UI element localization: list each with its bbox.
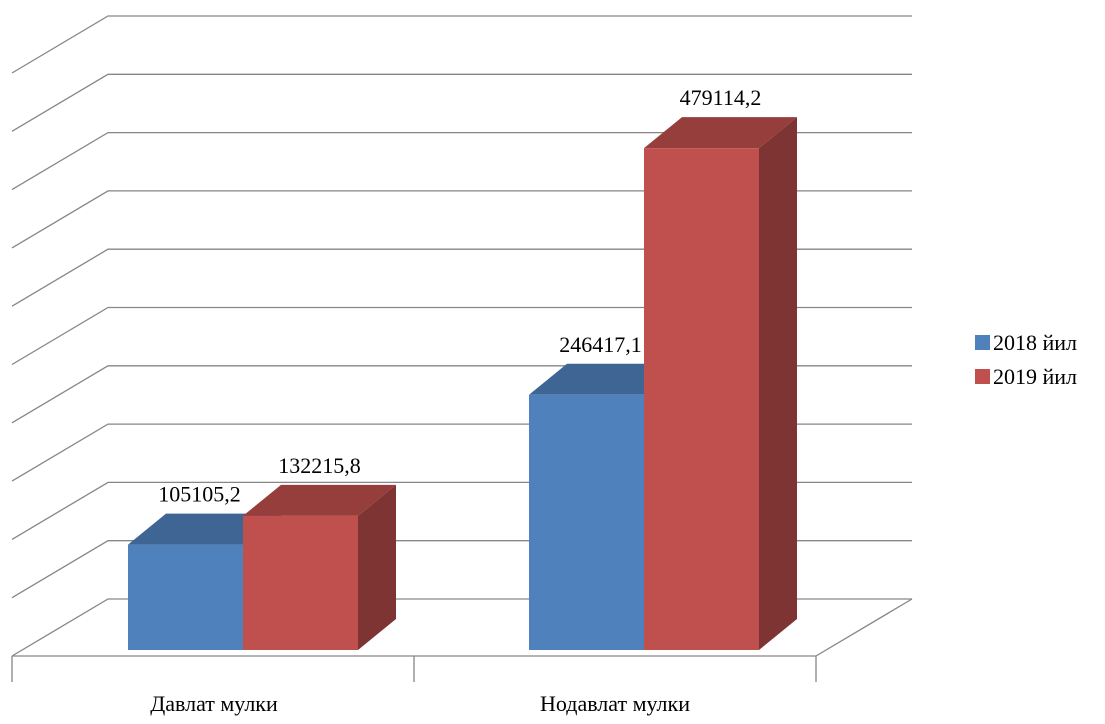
- category-axis: [11, 598, 913, 682]
- data-label: 479114,2: [680, 85, 762, 110]
- legend-label: 2018 йил: [993, 330, 1077, 355]
- bar-side-face: [759, 117, 797, 651]
- legend-label: 2019 йил: [993, 364, 1077, 389]
- legend: 2018 йил 2019 йил: [975, 330, 1077, 389]
- floor-right-edge: [815, 598, 913, 657]
- data-label: 105105,2: [158, 482, 241, 507]
- data-label: 132215,8: [278, 453, 361, 478]
- bar-front-face: [529, 394, 644, 650]
- bar-top-face: [529, 363, 682, 395]
- legend-swatch: [975, 369, 990, 384]
- data-label: 246417,1: [559, 332, 642, 357]
- category-label: Нодавлат мулки: [540, 691, 690, 716]
- bar-top-face: [644, 117, 797, 149]
- legend-item: 2019 йил: [975, 364, 1077, 389]
- bar-front-face: [644, 148, 759, 650]
- data-labels: 105105,2 132215,8 246417,1 479114,2: [158, 85, 761, 506]
- bars: [128, 117, 797, 651]
- legend-swatch: [975, 335, 990, 350]
- bar: [243, 484, 396, 650]
- category-labels: Давлат мулки Нодавлат мулки: [150, 691, 690, 716]
- bar-front-face: [243, 515, 358, 650]
- bar-top-face: [128, 513, 281, 545]
- gridlines: [11, 15, 912, 657]
- gridline: [11, 73, 912, 132]
- gridline: [11, 15, 912, 74]
- bar-side-face: [358, 484, 396, 650]
- bar-front-face: [128, 544, 243, 650]
- legend-item: 2018 йил: [975, 330, 1077, 355]
- category-label: Давлат мулки: [150, 691, 278, 716]
- gridline: [11, 131, 912, 191]
- bar-top-face: [243, 484, 396, 516]
- bar: [644, 117, 797, 651]
